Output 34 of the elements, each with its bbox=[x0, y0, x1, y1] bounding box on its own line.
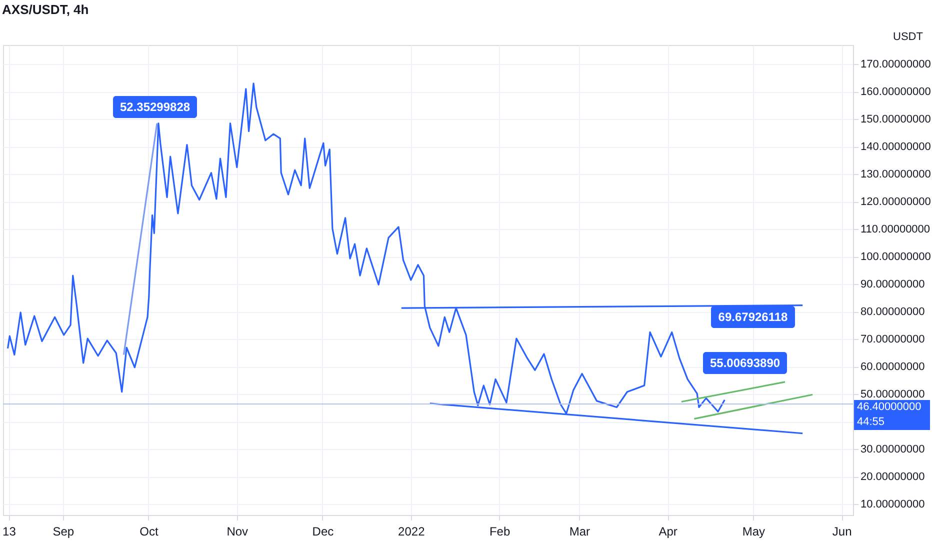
x-tick-label: Nov bbox=[226, 524, 248, 538]
y-tick-label: 130.00000000 bbox=[860, 168, 931, 181]
y-tick-label: 20.00000000 bbox=[860, 471, 925, 484]
y-tick-label: 110.00000000 bbox=[860, 224, 930, 236]
x-tick-label: Oct bbox=[140, 524, 159, 538]
ref-line-label: 46.40000000 bbox=[857, 400, 922, 413]
annotation: 69.67926118 bbox=[718, 310, 788, 324]
x-tick-label: Sep bbox=[52, 524, 74, 538]
y-tick-label: 60.00000000 bbox=[860, 361, 925, 374]
annotation: 55.00693890 bbox=[710, 356, 780, 370]
x-tick-label: Jun bbox=[832, 524, 852, 538]
y-tick-label: 170.00000000 bbox=[860, 58, 931, 71]
y-tick-label: 50.00000000 bbox=[860, 388, 925, 401]
x-tick-label: Apr bbox=[658, 524, 678, 538]
x-tick-label: Feb bbox=[489, 524, 510, 538]
y-tick-label: 10.00000000 bbox=[860, 498, 925, 511]
y-axis-title: USDT bbox=[893, 31, 924, 43]
y-tick-label: 120.00000000 bbox=[860, 196, 931, 208]
x-tick-label: 13 bbox=[2, 524, 16, 538]
x-tick-label: Dec bbox=[312, 524, 334, 538]
x-tick-label: Mar bbox=[569, 524, 590, 538]
x-tick-label: May bbox=[742, 524, 766, 538]
y-tick-label: 160.00000000 bbox=[860, 86, 931, 98]
y-tick-label: 30.00000000 bbox=[860, 444, 925, 456]
annotation: 52.35299828 bbox=[120, 100, 190, 114]
y-tick-label: 140.00000000 bbox=[860, 141, 931, 154]
y-tick-label: 100.00000000 bbox=[860, 251, 931, 264]
x-tick-label: 2022 bbox=[398, 524, 426, 538]
text: 44:55 bbox=[857, 416, 885, 428]
chart-title: AXS/USDT, 4h bbox=[2, 2, 89, 17]
y-tick-label: 70.00000000 bbox=[860, 334, 925, 346]
y-tick-label: 80.00000000 bbox=[860, 306, 925, 318]
y-tick-label: 150.00000000 bbox=[860, 114, 931, 126]
y-tick-label: 90.00000000 bbox=[860, 278, 925, 291]
